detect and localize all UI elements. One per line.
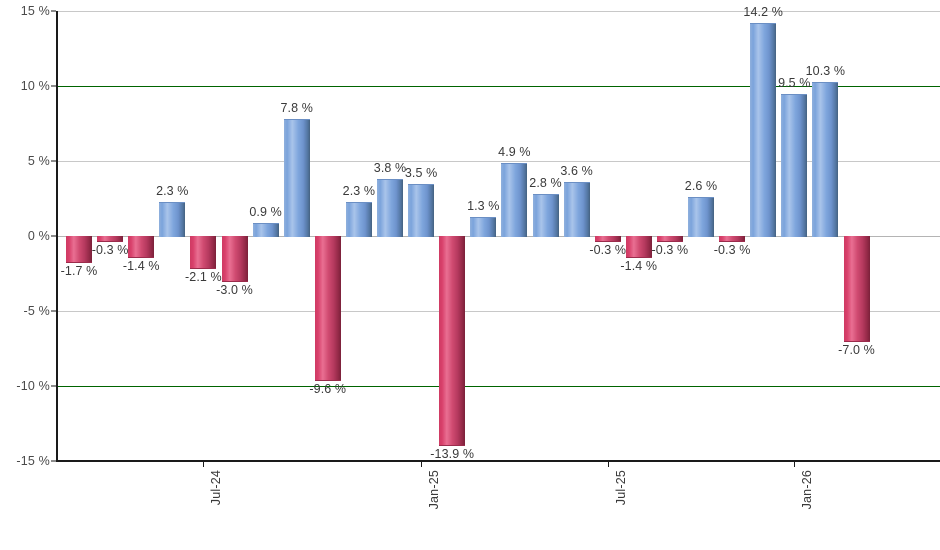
bar[interactable] <box>314 236 341 381</box>
bar[interactable] <box>625 236 652 258</box>
bar-value-label: -0.3 % <box>651 242 689 257</box>
y-axis-line <box>56 11 58 461</box>
bar-value-label: -2.1 % <box>185 269 222 284</box>
y-axis-tick-label: -15 % <box>16 454 50 468</box>
bar[interactable] <box>252 222 279 237</box>
reference-line <box>56 386 940 388</box>
bar[interactable] <box>688 197 714 237</box>
bar-value-label: 10.3 % <box>805 63 846 78</box>
y-axis-tick-label: -10 % <box>16 379 50 393</box>
bar[interactable] <box>843 236 870 342</box>
gridline <box>56 236 940 237</box>
bar-value-label: -3.0 % <box>216 283 253 297</box>
bar[interactable] <box>408 183 435 237</box>
x-axis-tick-mark <box>607 461 609 467</box>
bar[interactable] <box>750 23 777 237</box>
bar[interactable] <box>594 236 621 242</box>
bar-value-label: -1.4 % <box>122 259 160 273</box>
bar[interactable] <box>97 236 124 242</box>
x-axis-tick-label: Jul-24 <box>209 470 224 506</box>
bar[interactable] <box>812 81 839 237</box>
bar-value-label: 2.3 % <box>342 183 376 198</box>
bar-value-label: -13.9 % <box>430 446 475 461</box>
bar-value-label: 2.6 % <box>684 179 718 193</box>
bar-value-label: -1.7 % <box>60 263 98 278</box>
bar[interactable] <box>781 93 808 237</box>
y-axis-tick-mark <box>51 85 56 87</box>
y-axis-tick-mark <box>51 160 56 162</box>
x-axis-tick-label: Jan-26 <box>800 470 815 510</box>
bar[interactable] <box>66 236 92 263</box>
bar-value-label: 0.9 % <box>249 204 282 219</box>
bar-value-label: 4.9 % <box>498 144 531 159</box>
bar[interactable] <box>563 182 590 237</box>
y-axis-tick-mark <box>51 385 56 387</box>
bar-value-label: -0.3 % <box>589 242 627 257</box>
bar-value-label: 2.8 % <box>529 176 562 190</box>
bar-value-label: 3.6 % <box>560 164 593 178</box>
bar[interactable] <box>221 236 248 282</box>
bar-value-label: -1.4 % <box>620 259 658 273</box>
gridline <box>56 161 940 162</box>
bar[interactable] <box>128 236 155 258</box>
y-axis-tick-label: 15 % <box>20 4 50 18</box>
bar-value-label: 3.8 % <box>373 161 407 175</box>
bar-value-label: 3.5 % <box>404 165 438 180</box>
bar[interactable] <box>377 179 403 237</box>
x-axis-tick-mark <box>203 461 205 467</box>
y-axis-tick-mark <box>51 460 56 462</box>
bar-value-label: 7.8 % <box>280 101 313 115</box>
y-axis-tick-mark <box>51 310 56 312</box>
y-axis-tick-mark <box>51 10 56 12</box>
gridline <box>56 11 940 12</box>
reference-line <box>56 86 940 88</box>
bar-value-label: 1.3 % <box>467 198 500 213</box>
bar-value-label: 2.3 % <box>156 183 189 198</box>
bar-value-label: -7.0 % <box>838 343 875 357</box>
bar[interactable] <box>283 119 310 237</box>
y-axis-tick-label: 0 % <box>27 229 50 243</box>
bar[interactable] <box>345 201 372 237</box>
bar-value-label: -0.3 % <box>91 242 129 257</box>
bar[interactable] <box>532 194 559 237</box>
bar-value-label: 9.5 % <box>778 75 811 90</box>
bar-value-label: -0.3 % <box>713 242 751 257</box>
bar[interactable] <box>439 236 466 446</box>
y-axis-tick-mark <box>51 235 56 237</box>
bar-value-label: -9.6 % <box>309 382 347 396</box>
y-axis-tick-label: 10 % <box>20 79 50 93</box>
bar[interactable] <box>159 201 186 237</box>
bar[interactable] <box>470 216 497 237</box>
x-axis-tick-label: Jan-25 <box>427 470 442 510</box>
plot-area: -1.7 % -0.3 % -1.4 % 2.3 % -2.1 % -3.0 % 0.9 %… <box>56 5 940 462</box>
bar[interactable] <box>719 236 746 242</box>
y-axis-tick-label: 5 % <box>27 154 50 168</box>
gridline <box>56 311 940 312</box>
x-axis-tick-label: Jul-25 <box>613 470 628 506</box>
bar-value-label: 14.2 % <box>743 5 783 19</box>
x-axis-line <box>56 460 940 462</box>
bar[interactable] <box>190 236 217 269</box>
x-axis-tick-mark <box>421 461 423 467</box>
bar[interactable] <box>656 236 683 242</box>
y-axis-tick-label: -5 % <box>23 304 50 318</box>
gridline <box>56 461 940 462</box>
bar[interactable] <box>501 162 528 237</box>
x-axis-tick-mark <box>794 461 796 467</box>
y-axis-tick-labels: 15 % 10 % 5 % 0 % -5 % -10 % -15 % <box>0 0 56 550</box>
